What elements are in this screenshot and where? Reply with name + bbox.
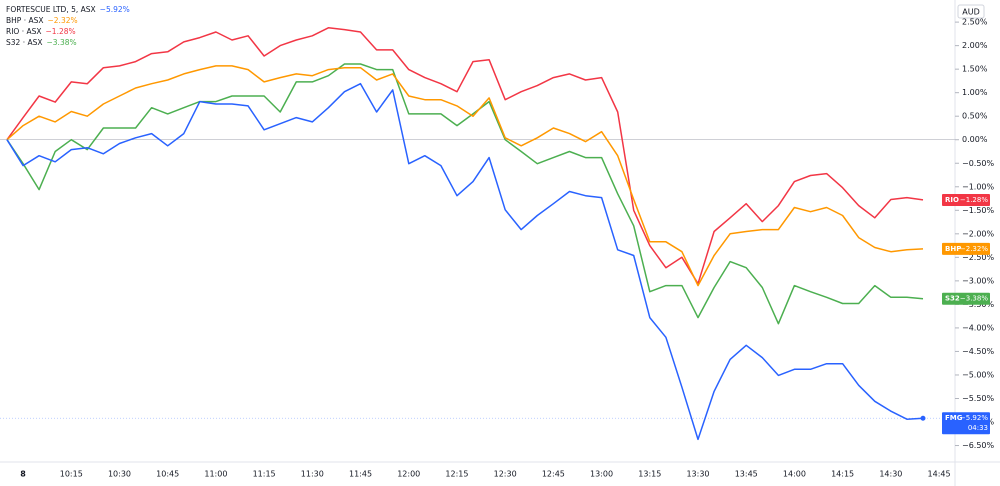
legend-entry: RIO · ASX −1.28% bbox=[6, 27, 76, 36]
badge-value: −5.92% bbox=[960, 414, 988, 422]
currency-box[interactable] bbox=[957, 4, 985, 19]
y-tick-label: −2.00% bbox=[962, 229, 995, 238]
x-tick-label: 11:15 bbox=[253, 470, 276, 479]
legend-entry: S32 · ASX −3.38% bbox=[6, 38, 77, 47]
x-tick-label: 11:30 bbox=[301, 470, 324, 479]
last-point bbox=[920, 415, 926, 421]
series-line bbox=[6, 27, 924, 285]
price-badge: RIO −1.28% bbox=[942, 193, 990, 206]
y-tick-label: 2.50% bbox=[962, 18, 988, 27]
x-tick-label: 12:15 bbox=[445, 470, 468, 479]
legend-value: −5.92% bbox=[100, 5, 130, 14]
x-tick-label: 8 bbox=[20, 470, 26, 479]
y-tick-label: 1.00% bbox=[962, 88, 988, 97]
badge-value: −1.28% bbox=[960, 196, 988, 204]
badge-value: −3.38% bbox=[960, 295, 988, 303]
y-tick-label: −0.50% bbox=[962, 159, 995, 168]
legend-label: RIO · ASX bbox=[6, 27, 42, 36]
y-tick-label: −4.50% bbox=[962, 347, 995, 356]
currency: AUD bbox=[962, 8, 980, 17]
legend-entry: BHP · ASX −2.32% bbox=[6, 16, 78, 25]
y-tick-label: −1.50% bbox=[962, 206, 995, 215]
y-tick-label: −1.00% bbox=[962, 182, 995, 191]
x-tick-label: 12:45 bbox=[542, 470, 565, 479]
legend-value: −1.28% bbox=[46, 27, 76, 36]
x-tick-label: 13:15 bbox=[638, 470, 661, 479]
price-badge: S32 −3.38% bbox=[942, 292, 990, 305]
x-tick-label: 13:45 bbox=[735, 470, 758, 479]
legend-entry: FORTESCUE LTD, 5, ASX −5.92% bbox=[6, 5, 130, 14]
badge-name: FMG bbox=[945, 414, 963, 422]
y-tick-label: −2.50% bbox=[962, 253, 995, 262]
legend-label: S32 · ASX bbox=[6, 38, 43, 47]
x-tick-label: 11:00 bbox=[204, 470, 227, 479]
series-line bbox=[6, 63, 924, 325]
badge-name: RIO bbox=[945, 196, 959, 204]
badge-value: −2.32% bbox=[960, 245, 988, 253]
countdown: 04:33 bbox=[968, 424, 988, 432]
x-tick-label: 12:00 bbox=[397, 470, 420, 479]
legend-label: FORTESCUE LTD, 5, ASX bbox=[6, 5, 96, 14]
x-tick-label: 13:30 bbox=[686, 470, 709, 479]
x-tick-label: 13:00 bbox=[590, 470, 613, 479]
badge-name: S32 bbox=[945, 295, 960, 303]
badge-name: BHP bbox=[945, 245, 961, 253]
y-tick-label: 0.00% bbox=[962, 135, 988, 144]
x-tick-label: 14:15 bbox=[831, 470, 854, 479]
price-badge: BHP−2.32% bbox=[942, 242, 990, 255]
legend-value: −3.38% bbox=[47, 38, 77, 47]
badge-bg bbox=[942, 242, 990, 255]
y-tick-label: −5.50% bbox=[962, 394, 995, 403]
y-tick-label: −3.00% bbox=[962, 276, 995, 285]
y-tick-label: −6.50% bbox=[962, 441, 995, 450]
x-tick-label: 14:45 bbox=[928, 470, 951, 479]
x-tick-label: 12:30 bbox=[494, 470, 517, 479]
badge-bg bbox=[942, 292, 990, 305]
badge-bg bbox=[942, 412, 990, 435]
y-tick-label: −5.00% bbox=[962, 370, 995, 379]
y-tick-label: 1.50% bbox=[962, 65, 988, 74]
x-tick-label: 10:45 bbox=[156, 470, 179, 479]
y-tick-label: 2.00% bbox=[962, 41, 988, 50]
series-line bbox=[6, 65, 924, 287]
price-badge: FMG−5.92% 04:33 bbox=[942, 412, 990, 435]
x-tick-label: 10:15 bbox=[60, 470, 83, 479]
series-line bbox=[6, 82, 924, 441]
x-tick-label: 14:30 bbox=[879, 470, 902, 479]
badge-bg bbox=[942, 193, 990, 206]
x-tick-label: 10:30 bbox=[108, 470, 131, 479]
x-tick-label: 14:00 bbox=[783, 470, 806, 479]
x-tick-label: 11:45 bbox=[349, 470, 372, 479]
y-tick-label: 0.50% bbox=[962, 112, 988, 121]
legend-value: −2.32% bbox=[48, 16, 78, 25]
legend-label: BHP · ASX bbox=[6, 16, 44, 25]
y-tick-label: −4.00% bbox=[962, 323, 995, 332]
